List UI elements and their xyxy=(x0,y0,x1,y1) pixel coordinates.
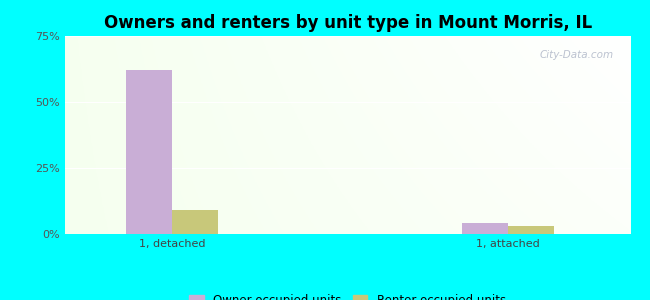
Bar xyxy=(462,224,508,234)
Title: Owners and renters by unit type in Mount Morris, IL: Owners and renters by unit type in Mount… xyxy=(103,14,592,32)
Bar xyxy=(126,70,172,234)
Bar xyxy=(508,226,554,234)
Text: City-Data.com: City-Data.com xyxy=(540,50,614,60)
Legend: Owner occupied units, Renter occupied units: Owner occupied units, Renter occupied un… xyxy=(185,289,511,300)
Bar xyxy=(172,210,218,234)
